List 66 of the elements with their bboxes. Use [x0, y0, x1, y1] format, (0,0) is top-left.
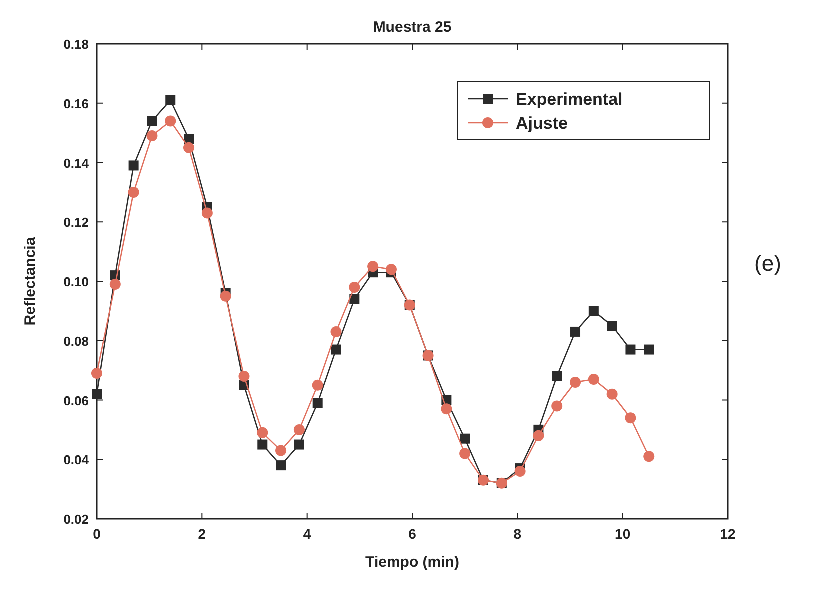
point [184, 142, 195, 154]
x-tick-label: 6 [408, 526, 417, 542]
point [294, 440, 304, 450]
y-tick-label: 0.10 [64, 274, 89, 290]
point [460, 448, 471, 460]
point [607, 321, 618, 332]
point [294, 424, 305, 436]
point [588, 374, 600, 385]
legend-label: Ajuste [516, 114, 568, 133]
y-tick-label: 0.04 [64, 452, 90, 468]
y-tick-label: 0.02 [64, 512, 89, 527]
x-tick-label: 12 [720, 526, 736, 542]
point [644, 344, 654, 355]
x-axis-title: Tiempo (min) [366, 554, 460, 571]
point [220, 290, 232, 302]
point [276, 445, 287, 456]
point [147, 116, 158, 126]
legend-label: Experimental [516, 90, 623, 109]
point [350, 294, 360, 304]
text: (e) [754, 251, 782, 276]
point [349, 282, 360, 293]
point [386, 264, 397, 276]
point [128, 186, 140, 198]
point [202, 208, 213, 219]
point [626, 344, 636, 355]
point [570, 326, 581, 337]
point [165, 116, 176, 127]
point [92, 368, 102, 380]
point [92, 389, 102, 400]
point [128, 160, 139, 171]
y-tick-label: 0.08 [64, 334, 89, 349]
point [146, 130, 158, 142]
y-axis-title: Reflectancia [22, 236, 39, 326]
point [166, 95, 176, 106]
y-tick-label: 0.12 [64, 215, 89, 230]
x-tick-label: 4 [303, 526, 312, 542]
point [312, 398, 323, 408]
point [533, 430, 544, 442]
point [625, 412, 636, 424]
y-tick-label: 0.14 [64, 156, 90, 171]
point [330, 326, 342, 338]
point [606, 388, 618, 400]
x-tick-label: 2 [198, 526, 206, 542]
point [276, 460, 286, 471]
point [110, 278, 121, 290]
y-tick-label: 0.16 [64, 96, 89, 112]
point [514, 466, 526, 477]
x-tick-label: 8 [514, 526, 522, 542]
y-tick-label: 0.06 [64, 393, 89, 408]
point [238, 371, 250, 382]
point [368, 261, 379, 272]
y-tick-label: 0.18 [64, 37, 89, 52]
point [644, 451, 655, 462]
point [570, 376, 582, 388]
point [257, 427, 268, 438]
point [441, 404, 452, 415]
point [312, 380, 324, 391]
point [588, 306, 599, 316]
point [258, 440, 268, 450]
point [552, 400, 563, 412]
point [331, 344, 342, 355]
point [460, 434, 470, 444]
point [552, 372, 562, 382]
chart-title: Muestra 25 [373, 19, 452, 36]
x-tick-label: 0 [93, 526, 102, 542]
x-tick-label: 10 [615, 526, 631, 542]
